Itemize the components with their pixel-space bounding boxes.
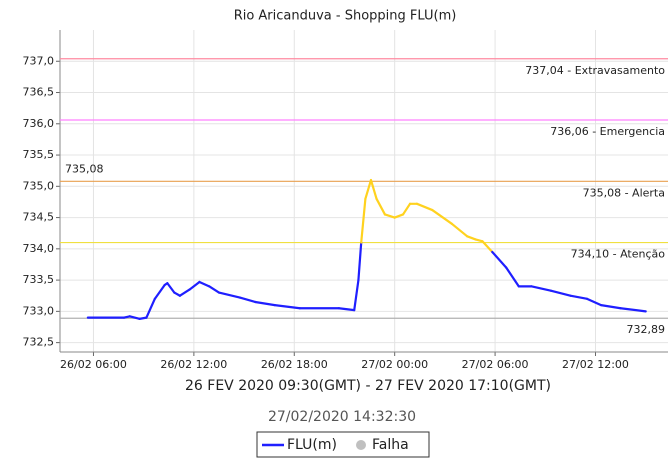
- line-segment: [273, 304, 301, 310]
- subtitle: 26 FEV 2020 09:30(GMT) - 27 FEV 2020 17:…: [185, 378, 551, 394]
- line-segment: [138, 316, 148, 320]
- line-segment: [357, 241, 363, 282]
- line-segment: [375, 197, 387, 216]
- y-tick-label: 737,0: [23, 54, 55, 67]
- line-segment: [450, 222, 469, 238]
- line-segment: [128, 315, 141, 320]
- line-segment: [166, 282, 176, 294]
- line-segment: [431, 208, 453, 225]
- x-tick-label: 26/02 18:00: [261, 358, 328, 371]
- timestamp: 27/02/2020 14:32:30: [268, 409, 416, 425]
- line-segment: [466, 235, 477, 241]
- line-segment: [505, 266, 520, 288]
- line-segment: [599, 304, 622, 310]
- line-segment: [549, 289, 572, 297]
- line-segment: [474, 238, 484, 243]
- x-tick-label: 26/02 06:00: [60, 358, 127, 371]
- threshold-label: 732,89: [627, 323, 666, 336]
- y-tick-label: 735,0: [23, 179, 55, 192]
- x-tick-label: 27/02 12:00: [562, 358, 629, 371]
- line-segment: [208, 285, 221, 294]
- y-tick-label: 735,5: [23, 148, 55, 161]
- line-segment: [145, 297, 156, 319]
- line-segment: [178, 288, 191, 297]
- y-tick-label: 734,5: [23, 211, 55, 224]
- max-annotation: 735,08: [65, 162, 104, 175]
- threshold-label: 737,04 - Extravasamento: [525, 64, 665, 77]
- line-segment: [383, 213, 396, 219]
- line-segment: [586, 297, 603, 307]
- line-segment: [364, 178, 373, 200]
- y-tick-label: 736,0: [23, 117, 55, 130]
- line-segment: [619, 307, 647, 313]
- legend-box: [256, 431, 430, 458]
- y-tick-label: 734,0: [23, 242, 55, 255]
- line-segment: [569, 294, 589, 300]
- threshold-label: 735,08 - Alerta: [583, 186, 665, 199]
- line-segment: [337, 307, 356, 312]
- legend-swatch: [356, 440, 366, 450]
- x-tick-label: 27/02 06:00: [462, 358, 529, 371]
- x-tick-label: 26/02 12:00: [160, 358, 227, 371]
- line-segment: [415, 202, 434, 212]
- line-segment: [369, 178, 378, 200]
- y-tick-label: 732,5: [23, 336, 55, 349]
- line-segment: [254, 300, 276, 307]
- line-segment: [530, 285, 552, 292]
- line-segment: [198, 280, 211, 288]
- line-segment: [188, 280, 201, 291]
- threshold-label: 736,06 - Emergencia: [550, 125, 665, 138]
- line-segment: [401, 202, 412, 216]
- line-segment: [153, 283, 166, 300]
- line-segment: [217, 291, 241, 299]
- line-segment: [481, 240, 494, 254]
- threshold-label: 734,10 - Atenção: [571, 248, 666, 261]
- line-segment: [393, 213, 405, 219]
- chart-title: Rio Aricanduva - Shopping FLU(m): [234, 9, 457, 24]
- y-tick-label: 733,0: [23, 304, 55, 317]
- line-segment: [491, 250, 508, 269]
- x-tick-label: 27/02 00:00: [361, 358, 428, 371]
- y-tick-label: 733,5: [23, 273, 55, 286]
- line-segment: [360, 197, 367, 244]
- line-segment: [238, 296, 257, 304]
- legend-label: FLU(m): [287, 437, 337, 453]
- line-segment: [353, 278, 360, 312]
- legend-label: Falha: [372, 437, 409, 453]
- y-tick-label: 736,5: [23, 86, 55, 99]
